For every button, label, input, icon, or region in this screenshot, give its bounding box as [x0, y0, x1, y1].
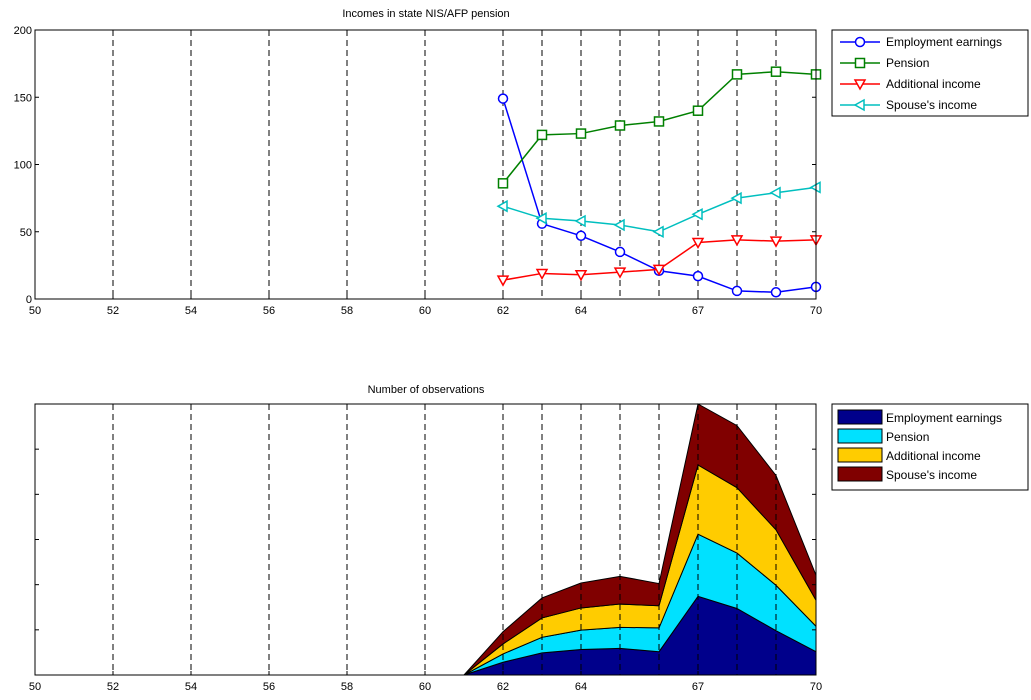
- income-x-tick-label: 50: [29, 305, 41, 317]
- income-data-point: [535, 268, 549, 280]
- income-data-point: [731, 69, 743, 80]
- income-y-tick-label: 150: [14, 92, 32, 104]
- income-data-point: [691, 207, 703, 221]
- observations-legend-entry: Additional income: [837, 447, 981, 463]
- observations-x-tick-label: 58: [341, 681, 353, 693]
- income-data-point: [496, 199, 508, 213]
- income-chart-legend: Employment earnings Pension Additional inc…: [831, 29, 1029, 117]
- income-y-tick-label: 100: [14, 160, 32, 172]
- income-legend-entry: Pension: [840, 56, 929, 70]
- income-legend-entry: Additional income: [840, 77, 981, 91]
- income-legend-marker: [854, 36, 866, 48]
- income-data-point: [497, 178, 509, 189]
- observations-x-tick-label: 67: [692, 681, 704, 693]
- income-data-point: [730, 235, 744, 247]
- income-data-point: [731, 285, 743, 297]
- income-data-point: [496, 275, 510, 287]
- observations-legend-label: Additional income: [886, 449, 981, 463]
- income-y-tick-label: 50: [20, 227, 32, 239]
- income-x-tick-label: 70: [810, 305, 822, 317]
- income-data-point: [652, 225, 664, 239]
- income-x-tick-label: 67: [692, 305, 704, 317]
- income-data-point: [575, 128, 587, 139]
- income-legend-label: Spouse's income: [886, 98, 977, 112]
- observations-legend-label: Pension: [886, 430, 929, 444]
- income-legend-entry: Employment earnings: [840, 35, 1002, 49]
- observations-legend-entry: Employment earnings: [837, 409, 1002, 425]
- observations-x-tick-label: 64: [575, 681, 587, 693]
- observations-x-tick-label: 62: [497, 681, 509, 693]
- observations-legend-swatch: [837, 466, 883, 482]
- income-data-point: [652, 264, 666, 276]
- observations-x-tick-label: 56: [263, 681, 275, 693]
- observations-x-tick-label: 60: [419, 681, 431, 693]
- income-data-point: [535, 212, 547, 225]
- income-y-tick-label: 0: [26, 294, 32, 306]
- income-data-point: [692, 105, 704, 116]
- income-data-point: [613, 267, 627, 279]
- observations-legend-label: Employment earnings: [886, 411, 1002, 425]
- income-data-point: [770, 66, 782, 77]
- observations-legend-entry: Spouse's income: [837, 466, 977, 482]
- observations-legend-label: Spouse's income: [886, 468, 977, 482]
- income-data-point: [769, 186, 781, 200]
- income-data-point: [574, 270, 588, 282]
- observations-x-tick-label: 52: [107, 681, 119, 693]
- income-series-3: [496, 181, 821, 239]
- income-data-point: [574, 214, 586, 228]
- observations-legend-swatch: [837, 447, 883, 463]
- income-data-point: [691, 237, 705, 250]
- observations-x-tick-label: 54: [185, 681, 197, 693]
- observations-chart: Number of observations 50 52 54 56 58 60 62 64 6…: [29, 384, 822, 693]
- income-legend-marker: [853, 98, 865, 112]
- income-data-point: [613, 218, 625, 232]
- income-y-tick-label: 200: [14, 25, 32, 37]
- observations-legend-swatch: [837, 428, 883, 444]
- income-legend-label: Additional income: [886, 77, 981, 91]
- income-data-point: [575, 230, 587, 242]
- income-data-point: [536, 129, 548, 141]
- income-data-point: [769, 236, 783, 248]
- income-data-point: [730, 191, 742, 205]
- observations-chart-legend: Employment earnings Pension Additional inc…: [831, 403, 1029, 491]
- income-data-point: [614, 246, 626, 258]
- observations-x-tick-label: 50: [29, 681, 41, 693]
- observations-legend-swatch: [837, 409, 883, 425]
- income-data-point: [692, 270, 704, 282]
- income-x-tick-label: 62: [497, 305, 509, 317]
- income-legend-marker: [854, 57, 866, 69]
- income-series-2: [496, 235, 823, 287]
- income-data-point: [770, 287, 782, 298]
- income-legend-marker: [853, 79, 867, 91]
- income-x-tick-label: 54: [185, 305, 197, 317]
- observations-chart-title: Number of observations: [368, 384, 485, 396]
- income-x-tick-label: 56: [263, 305, 275, 317]
- income-legend-entry: Spouse's income: [840, 98, 977, 112]
- income-x-tick-label: 52: [107, 305, 119, 317]
- income-data-point: [614, 120, 626, 131]
- income-chart-title: Incomes in state NIS/AFP pension: [342, 8, 509, 20]
- income-data-point: [497, 93, 509, 104]
- income-chart: Incomes in state NIS/AFP pension 50 52 54 5…: [14, 8, 823, 317]
- income-legend-label: Employment earnings: [886, 35, 1002, 49]
- observations-legend-entry: Pension: [837, 428, 929, 444]
- income-x-tick-label: 60: [419, 305, 431, 317]
- income-legend-label: Pension: [886, 56, 929, 70]
- income-data-point: [653, 116, 665, 127]
- income-x-tick-label: 64: [575, 305, 587, 317]
- observations-x-tick-label: 70: [810, 681, 822, 693]
- income-x-tick-label: 58: [341, 305, 353, 317]
